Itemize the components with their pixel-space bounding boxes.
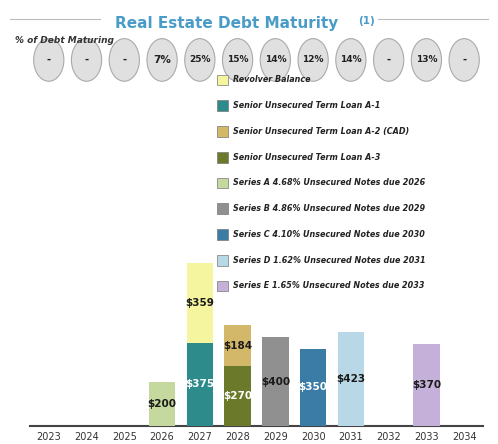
Bar (149, 382, 175, 426)
Text: -: - (462, 55, 466, 65)
Text: $375: $375 (185, 379, 214, 389)
Text: -: - (84, 55, 89, 65)
Text: -: - (386, 55, 391, 65)
Text: 13%: 13% (416, 56, 437, 64)
Text: Real Estate Debt Maturity: Real Estate Debt Maturity (115, 16, 343, 31)
Text: $423: $423 (336, 374, 366, 385)
Text: 14%: 14% (340, 56, 362, 64)
Text: Senior Unsecured Term Loan A-3: Senior Unsecured Term Loan A-3 (233, 153, 380, 162)
Text: Senior Unsecured Term Loan A-1: Senior Unsecured Term Loan A-1 (233, 101, 380, 110)
Bar (187, 263, 213, 343)
Bar (413, 344, 440, 426)
Bar (187, 343, 213, 426)
Text: $370: $370 (412, 380, 441, 390)
Text: Series D 1.62% Unsecured Notes due 2031: Series D 1.62% Unsecured Notes due 2031 (233, 256, 425, 265)
Text: -: - (47, 55, 51, 65)
Text: 14%: 14% (264, 56, 286, 64)
Text: (1): (1) (359, 16, 375, 26)
Bar (262, 337, 288, 426)
Text: 12%: 12% (302, 56, 324, 64)
Text: % of Debt Maturing: % of Debt Maturing (15, 36, 114, 45)
Text: 7%: 7% (153, 55, 171, 65)
Text: Series A 4.68% Unsecured Notes due 2026: Series A 4.68% Unsecured Notes due 2026 (233, 178, 425, 187)
Text: $400: $400 (261, 377, 290, 387)
Text: Series C 4.10% Unsecured Notes due 2030: Series C 4.10% Unsecured Notes due 2030 (233, 230, 424, 239)
Text: 15%: 15% (227, 56, 249, 64)
Text: $200: $200 (147, 399, 177, 409)
Text: 25%: 25% (189, 56, 211, 64)
Text: $359: $359 (185, 298, 214, 308)
Text: $184: $184 (223, 341, 252, 351)
Text: $270: $270 (223, 391, 252, 401)
Bar (225, 366, 251, 426)
Bar (300, 349, 326, 426)
Text: $350: $350 (299, 382, 328, 392)
Text: Senior Unsecured Term Loan A-2 (CAD): Senior Unsecured Term Loan A-2 (CAD) (233, 127, 409, 136)
Text: Revolver Balance: Revolver Balance (233, 75, 310, 84)
Text: Series E 1.65% Unsecured Notes due 2033: Series E 1.65% Unsecured Notes due 2033 (233, 281, 424, 290)
Text: Series B 4.86% Unsecured Notes due 2029: Series B 4.86% Unsecured Notes due 2029 (233, 204, 425, 213)
Bar (338, 332, 364, 426)
Text: -: - (122, 55, 126, 65)
Bar (225, 325, 251, 366)
